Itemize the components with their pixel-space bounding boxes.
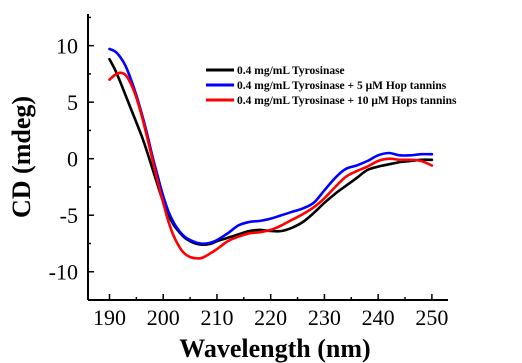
series-line-3 xyxy=(108,71,434,260)
axis-ticks: 190 200 210 220 230 240 250 -10 -5 0 5 10 xyxy=(49,16,448,330)
legend-label-3: 0.4 mg/mL Tyrosinase + 10 μM Hops tannin… xyxy=(237,95,457,107)
y-tick-label: -10 xyxy=(49,260,78,285)
x-tick-label: 250 xyxy=(415,305,448,330)
y-tick-label: 0 xyxy=(67,147,78,172)
legend: 0.4 mg/mL Tyrosinase 0.4 mg/mL Tyrosinase… xyxy=(206,65,457,107)
x-tick-label: 190 xyxy=(93,305,126,330)
y-tick-label: 5 xyxy=(67,90,78,115)
series-lines xyxy=(108,47,434,260)
legend-label-1: 0.4 mg/mL Tyrosinase xyxy=(237,65,345,77)
x-tick-label: 210 xyxy=(200,305,233,330)
y-axis-title: CD (mdeg) xyxy=(7,96,36,218)
x-tick-label: 200 xyxy=(147,305,180,330)
series-line-2 xyxy=(108,47,434,245)
y-tick-label: -5 xyxy=(60,203,78,228)
x-tick-label: 220 xyxy=(254,305,287,330)
x-tick-label: 240 xyxy=(362,305,395,330)
x-axis-title: Wavelength (nm) xyxy=(179,334,370,363)
axes xyxy=(87,14,448,301)
legend-label-2: 0.4 mg/mL Tyrosinase + 5 μM Hop tannins xyxy=(237,80,447,92)
y-tick-label: 10 xyxy=(56,34,78,59)
x-tick-label: 230 xyxy=(308,305,341,330)
